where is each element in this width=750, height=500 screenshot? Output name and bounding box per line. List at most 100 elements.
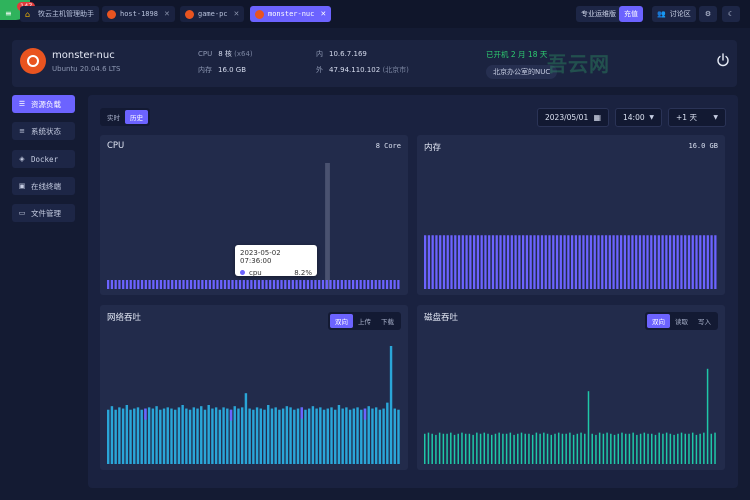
cpu-bar bbox=[171, 280, 174, 289]
cpu-bar bbox=[254, 280, 257, 289]
tab-home[interactable]: ⌂ 牧云主机管理助手 bbox=[20, 6, 99, 22]
cpu-bar bbox=[118, 280, 121, 289]
network-bar bbox=[367, 406, 370, 464]
disk-opt-read[interactable]: 读取 bbox=[675, 318, 688, 326]
tab-monster-nuc[interactable]: monster-nuc ✕ bbox=[250, 6, 332, 22]
network-bar bbox=[144, 408, 147, 464]
network-chart[interactable] bbox=[100, 305, 408, 470]
chart-tooltip: 2023-05-02 07:36:00 cpu 8.2% bbox=[235, 245, 317, 277]
cpu-bar bbox=[367, 280, 370, 289]
memory-chart[interactable] bbox=[417, 135, 725, 295]
network-bar bbox=[226, 408, 229, 464]
memory-bar bbox=[563, 235, 566, 289]
date-picker[interactable]: 2023/05/01 ▦ bbox=[537, 108, 609, 127]
home-icon: ⌂ bbox=[25, 9, 31, 19]
host-info-card: monster-nuc Ubuntu 20.04.6 LTS CPU 8 核 (x… bbox=[12, 40, 737, 87]
menu-dots-icon: ≡ bbox=[5, 9, 12, 18]
cpu-bar bbox=[261, 280, 264, 289]
cpu-bar bbox=[227, 280, 230, 289]
ubuntu-icon bbox=[185, 9, 194, 19]
network-bar bbox=[341, 408, 344, 464]
sidebar-item-terminal[interactable]: ▣ 在线终端 bbox=[12, 177, 75, 195]
mode-realtime[interactable]: 实时 bbox=[107, 114, 120, 122]
memory-bar bbox=[608, 235, 611, 289]
disk-bar bbox=[535, 432, 538, 464]
time-select[interactable]: 14:00 ▼ bbox=[615, 108, 662, 127]
close-icon[interactable]: ✕ bbox=[320, 10, 327, 18]
disk-bar bbox=[576, 433, 579, 464]
network-bar bbox=[151, 408, 155, 464]
network-bar bbox=[248, 408, 251, 464]
gear-icon[interactable]: ⚙ bbox=[699, 6, 717, 22]
disk-bar bbox=[483, 432, 486, 464]
network-bar bbox=[237, 408, 240, 464]
network-bar bbox=[360, 409, 363, 464]
sidebar-item-label: 文件管理 bbox=[31, 208, 61, 218]
network-bar bbox=[140, 409, 143, 464]
cpu-bar bbox=[197, 280, 200, 289]
network-bar bbox=[319, 407, 322, 464]
sidebar-item-label: 资源负载 bbox=[31, 99, 61, 109]
memory-bar bbox=[506, 235, 510, 289]
disk-bar bbox=[639, 433, 642, 464]
disk-bar bbox=[624, 433, 627, 464]
range-select[interactable]: +1 天 ▼ bbox=[668, 108, 726, 127]
disk-opt-write[interactable]: 写入 bbox=[698, 318, 711, 326]
lan-ip: 内 10.6.7.169 bbox=[316, 49, 367, 59]
disk-opt-both[interactable]: 双向 bbox=[647, 314, 670, 328]
memory-bar bbox=[691, 235, 694, 289]
mode-history[interactable]: 历史 bbox=[125, 110, 148, 124]
cpu-chart-card: CPU 8 Core bbox=[100, 135, 408, 295]
sidebar-item-system-status[interactable]: ≡ 系统状态 bbox=[12, 122, 75, 140]
disk-chart[interactable] bbox=[417, 305, 725, 470]
memory-bar bbox=[544, 235, 547, 289]
close-icon[interactable]: ✕ bbox=[233, 10, 240, 18]
cpu-bar bbox=[133, 280, 136, 289]
sidebar-item-docker[interactable]: ◈ Docker bbox=[12, 150, 75, 168]
cpu-bar bbox=[216, 280, 219, 289]
disk-bar bbox=[464, 433, 467, 464]
power-icon[interactable] bbox=[716, 53, 730, 67]
cpu-bar bbox=[114, 280, 117, 289]
memory-bar bbox=[435, 235, 438, 289]
network-bar bbox=[125, 405, 129, 464]
memory-bar bbox=[533, 235, 536, 289]
disk-bar bbox=[610, 433, 612, 464]
net-opt-download[interactable]: 下载 bbox=[381, 318, 394, 326]
ubuntu-icon bbox=[255, 9, 264, 19]
chevron-down-icon: ▼ bbox=[649, 114, 654, 121]
memory-bar bbox=[635, 235, 638, 289]
sidebar-item-resource-load[interactable]: ☰ 资源负载 bbox=[12, 95, 75, 113]
disk-bar bbox=[546, 433, 549, 464]
close-icon[interactable]: ✕ bbox=[163, 10, 170, 18]
sidebar-item-file-manager[interactable]: ▭ 文件管理 bbox=[12, 204, 75, 222]
network-upload-bar bbox=[363, 408, 367, 420]
disk-bar bbox=[520, 432, 523, 464]
network-bar bbox=[155, 406, 158, 464]
memory-bar bbox=[537, 235, 540, 289]
network-bar bbox=[173, 409, 177, 464]
pro-edition-button[interactable]: 专业运维版 bbox=[576, 6, 621, 22]
network-bar bbox=[185, 408, 188, 464]
network-bar bbox=[129, 409, 132, 464]
cpu-bar bbox=[344, 280, 347, 289]
tab-game-pc[interactable]: game-pc ✕ bbox=[180, 6, 245, 22]
recharge-button[interactable]: 充值 bbox=[619, 6, 643, 22]
list-icon: ≡ bbox=[19, 127, 25, 135]
net-opt-upload[interactable]: 上传 bbox=[358, 318, 371, 326]
cpu-chart[interactable] bbox=[100, 135, 408, 295]
tab-host-1898[interactable]: host-1898 ✕ bbox=[102, 6, 175, 22]
disk-bar bbox=[621, 432, 623, 464]
network-bar bbox=[181, 405, 184, 464]
disk-bar bbox=[572, 434, 575, 464]
cpu-bar bbox=[370, 280, 374, 289]
forum-button[interactable]: 👥 讨论区 bbox=[652, 6, 696, 22]
cpu-bar bbox=[186, 280, 189, 289]
disk-bar bbox=[487, 433, 489, 464]
moon-icon[interactable]: ☾ bbox=[722, 6, 740, 22]
net-opt-both[interactable]: 双向 bbox=[330, 314, 353, 328]
memory-bar bbox=[499, 235, 502, 289]
disk-bar bbox=[498, 432, 500, 464]
disk-bar bbox=[613, 434, 616, 464]
memory-bar bbox=[510, 235, 513, 289]
